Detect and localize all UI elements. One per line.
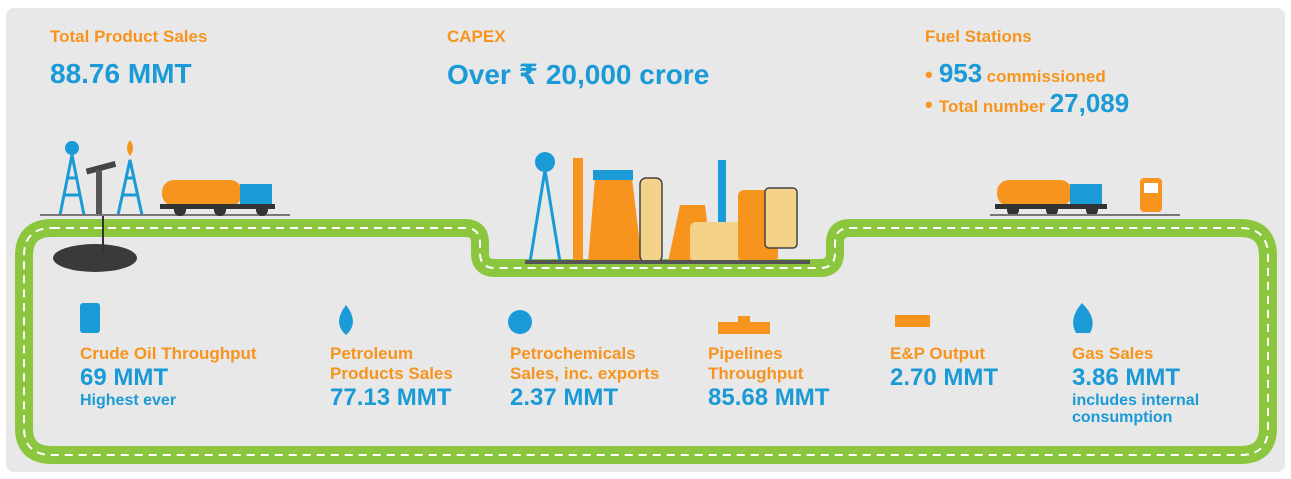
truck xyxy=(160,180,275,216)
value: Over ₹ 20,000 crore xyxy=(447,58,709,91)
heading: CAPEX xyxy=(447,27,506,47)
value: 27,089 xyxy=(1050,88,1130,118)
infographic: Total Product Sales 88.76 MMT CAPEX Over… xyxy=(0,0,1291,479)
pump-post xyxy=(96,170,102,215)
gas-flame xyxy=(65,141,79,155)
heading: Fuel Stations xyxy=(925,27,1032,47)
rig-icon xyxy=(895,315,930,327)
petchem-icon xyxy=(508,310,532,334)
metric-label: Crude Oil Throughput xyxy=(80,344,257,364)
metric-value: 2.70 MMT xyxy=(890,364,998,392)
value: 953 xyxy=(939,58,982,88)
metric-note: consumption xyxy=(1072,409,1199,426)
metric-label: Products Sales xyxy=(330,364,453,384)
metric-value: 2.37 MMT xyxy=(510,384,659,412)
metric-value: 3.86 MMT xyxy=(1072,364,1199,392)
metric-label: Petrochemicals xyxy=(510,344,659,364)
oil-pool xyxy=(53,244,137,272)
label: Total number xyxy=(939,97,1045,116)
metric-note: includes internal xyxy=(1072,392,1199,409)
metric-label: Petroleum xyxy=(330,344,453,364)
metric-note: Highest ever xyxy=(80,392,257,409)
bullet: • Total number 27,089 xyxy=(925,88,1129,119)
metric-label: Sales, inc. exports xyxy=(510,364,659,384)
metric-label: Gas Sales xyxy=(1072,344,1199,364)
metric-value: 77.13 MMT xyxy=(330,384,453,412)
heading: Total Product Sales xyxy=(50,27,207,47)
metric-label: E&P Output xyxy=(890,344,998,364)
metric-label: Throughput xyxy=(708,364,829,384)
metric-value: 85.68 MMT xyxy=(708,384,829,412)
barrel-icon xyxy=(80,303,100,333)
label: commissioned xyxy=(987,67,1106,86)
value: 88.76 MMT xyxy=(50,58,192,90)
metric-label: Pipelines xyxy=(708,344,829,364)
bullet: • 953 commissioned xyxy=(925,58,1106,89)
metric-value: 69 MMT xyxy=(80,364,257,392)
